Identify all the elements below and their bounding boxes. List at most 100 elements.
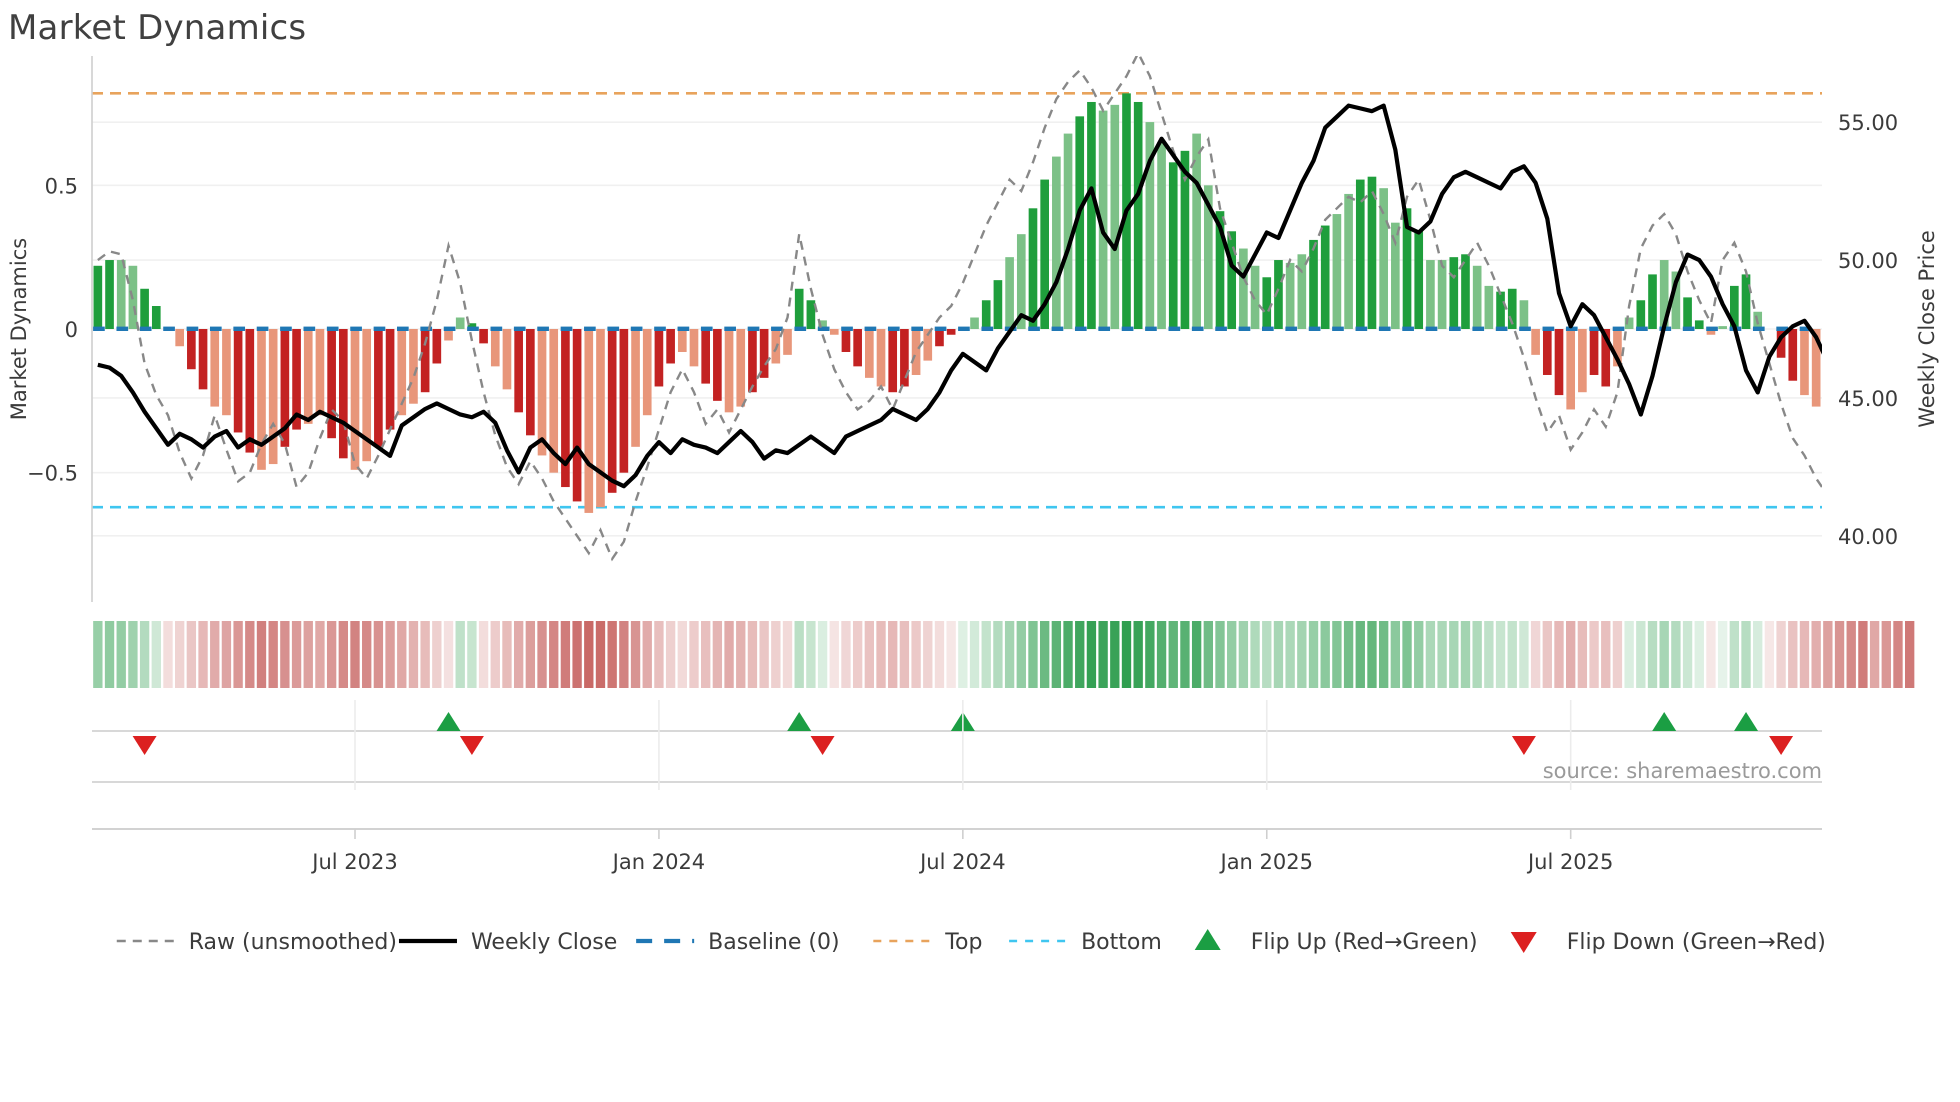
- dynamics-bar: [1566, 329, 1576, 410]
- dynamics-bar: [1145, 122, 1155, 330]
- heat-cell: [1823, 621, 1833, 688]
- dynamics-bar: [1367, 176, 1377, 329]
- dynamics-bar: [1075, 116, 1085, 329]
- heat-cell: [1589, 621, 1599, 688]
- dynamics-bar: [1285, 262, 1295, 329]
- left-tick-label: 0.5: [45, 174, 78, 198]
- baseline-segment: [1285, 326, 1298, 331]
- dynamics-bar: [350, 329, 360, 470]
- heat-cell: [397, 621, 407, 688]
- heat-cell: [1741, 621, 1751, 688]
- heat-cell: [1472, 621, 1482, 688]
- heat-cell: [549, 621, 559, 688]
- dynamics-bar: [970, 317, 979, 329]
- dynamics-bar: [1344, 193, 1353, 329]
- baseline-segment: [771, 326, 783, 331]
- dynamics-bar: [783, 329, 792, 355]
- heat-cell: [1016, 621, 1026, 688]
- flip-down-marker: [810, 736, 835, 755]
- dynamics-bar: [280, 329, 290, 447]
- heat-cell: [689, 621, 699, 688]
- heat-cell: [1893, 621, 1903, 688]
- dynamics-bar: [865, 329, 874, 378]
- heat-cell: [993, 621, 1003, 688]
- heatmap-strip: [93, 621, 1915, 688]
- heat-cell: [1495, 621, 1506, 688]
- heat-cell: [794, 621, 804, 688]
- heat-cell: [139, 621, 150, 688]
- x-tick-label: Jul 2025: [1526, 850, 1613, 874]
- heat-cell: [1834, 621, 1845, 688]
- heat-cell: [350, 621, 360, 688]
- dynamics-bar: [1706, 329, 1716, 335]
- heat-cell: [1636, 621, 1646, 688]
- heat-cell: [1343, 621, 1354, 688]
- dynamics-bar: [1215, 211, 1225, 329]
- heat-cell: [513, 621, 524, 688]
- baseline-segment: [1332, 326, 1344, 331]
- dynamics-bar: [1355, 179, 1365, 329]
- heat-cell: [560, 621, 571, 688]
- dynamics-bar: [1063, 133, 1073, 329]
- dynamics-bar: [549, 329, 559, 473]
- heat-cell: [630, 621, 641, 688]
- baseline-segment: [256, 326, 269, 331]
- dynamics-bar: [1788, 329, 1798, 381]
- heat-cell: [1273, 621, 1284, 688]
- baseline-segment: [116, 326, 129, 331]
- dynamics-bar: [1052, 156, 1061, 329]
- legend-label: Bottom: [1081, 930, 1162, 955]
- heat-cell: [619, 621, 629, 688]
- baseline-segment: [1449, 326, 1461, 331]
- dynamics-bar: [362, 329, 372, 462]
- dynamics-bar: [1087, 101, 1096, 330]
- heat-cell: [502, 621, 512, 688]
- dynamics-bar: [1531, 329, 1540, 355]
- dynamics-bar: [946, 329, 956, 335]
- dynamics-bar: [1671, 271, 1681, 329]
- heat-cell: [1203, 621, 1213, 688]
- dynamics-bar: [1239, 248, 1248, 329]
- heat-cell: [93, 621, 103, 688]
- heat-cell: [467, 621, 477, 688]
- dynamics-bar: [1718, 326, 1727, 329]
- dynamics-bar: [245, 329, 255, 453]
- dynamics-bar: [1402, 208, 1412, 329]
- heat-cell: [1858, 621, 1868, 688]
- baseline-segment: [139, 326, 152, 331]
- dynamics-bar: [1028, 208, 1038, 329]
- baseline-segment: [420, 326, 433, 331]
- heat-cell: [946, 621, 956, 688]
- legend-item: Flip Up (Red→Green): [1194, 929, 1478, 955]
- heat-cell: [385, 621, 395, 688]
- heat-cell: [759, 621, 769, 688]
- heat-cell: [782, 621, 793, 688]
- dynamics-bar: [1554, 329, 1564, 396]
- heat-cell: [969, 621, 980, 688]
- heat-cell: [1133, 621, 1143, 688]
- heat-cell: [443, 621, 454, 688]
- baseline-segment: [654, 326, 666, 331]
- dynamics-bar: [233, 329, 243, 433]
- dynamics-bar: [257, 329, 266, 470]
- dynamics-bar: [1449, 257, 1459, 329]
- dynamics-bar: [1507, 288, 1517, 329]
- raw-unsmoothed-polyline: [97, 56, 1822, 562]
- heat-cell: [1227, 621, 1237, 688]
- heat-cell: [1285, 621, 1295, 688]
- heat-cell: [642, 621, 652, 688]
- heat-cell: [1601, 621, 1611, 688]
- heat-cell: [1753, 621, 1763, 688]
- dynamics-bar: [572, 329, 582, 502]
- heat-cell: [1168, 621, 1178, 688]
- heat-cell: [1308, 621, 1319, 688]
- dynamics-bar: [409, 329, 418, 404]
- right-tick-label: 45.00: [1838, 387, 1898, 411]
- baseline-segment: [93, 326, 105, 331]
- dynamics-bar: [818, 320, 827, 329]
- heat-cell: [1110, 621, 1120, 688]
- heat-cell: [151, 621, 161, 688]
- dynamics-bar: [303, 329, 313, 424]
- flip-down-marker: [132, 736, 157, 755]
- heat-cell: [911, 621, 921, 688]
